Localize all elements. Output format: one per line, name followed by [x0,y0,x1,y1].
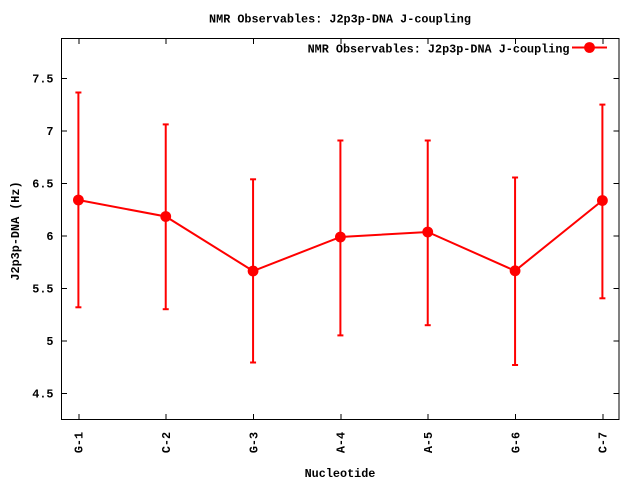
svg-text:C-7: C-7 [597,432,611,453]
svg-text:5: 5 [46,335,53,349]
svg-text:G-6: G-6 [509,432,523,453]
svg-text:Nucleotide: Nucleotide [305,467,376,480]
svg-text:5.5: 5.5 [32,283,53,297]
svg-text:C-2: C-2 [160,432,174,453]
svg-text:7.5: 7.5 [32,73,53,87]
svg-text:6.5: 6.5 [32,178,53,192]
svg-text:6: 6 [46,230,53,244]
svg-text:A-4: A-4 [335,432,349,453]
svg-text:G-3: G-3 [247,432,261,453]
svg-text:NMR Observables: J2p3p-DNA J-c: NMR Observables: J2p3p-DNA J-coupling [209,12,471,26]
svg-text:4.5: 4.5 [32,387,53,401]
svg-text:G-1: G-1 [73,432,87,453]
svg-text:J2p3p-DNA (Hz): J2p3p-DNA (Hz) [9,181,23,280]
svg-text:7: 7 [46,125,53,139]
svg-text:A-5: A-5 [422,432,436,453]
svg-text:NMR Observables: J2p3p-DNA J-c: NMR Observables: J2p3p-DNA J-coupling [308,43,570,57]
